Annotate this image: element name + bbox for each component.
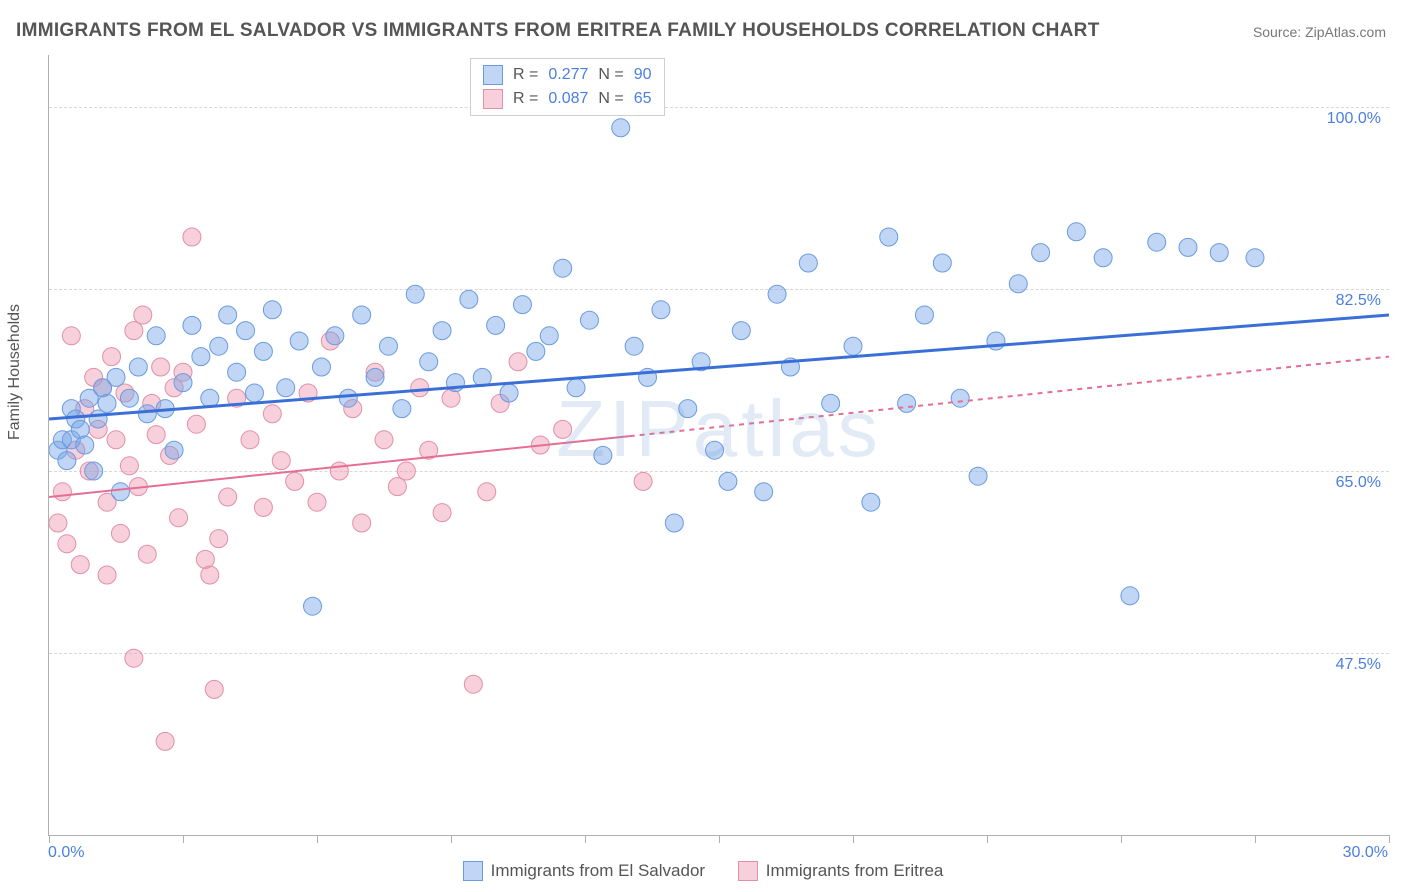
legend-label-1: Immigrants from Eritrea xyxy=(766,861,944,881)
x-tick xyxy=(853,835,854,843)
label-N: N = xyxy=(598,66,623,84)
legend-item-1: Immigrants from Eritrea xyxy=(738,861,944,881)
value-R-1: 0.087 xyxy=(548,90,588,108)
x-tick xyxy=(719,835,720,843)
x-tick xyxy=(49,835,50,843)
x-tick xyxy=(987,835,988,843)
swatch-series-0-bottom xyxy=(463,861,483,881)
legend-label-0: Immigrants from El Salvador xyxy=(491,861,705,881)
y-axis-title: Family Households xyxy=(6,304,24,440)
source-attribution: Source: ZipAtlas.com xyxy=(1253,24,1386,40)
x-tick-max: 30.0% xyxy=(1343,844,1388,862)
legend-stats-row-0: R = 0.277 N = 90 xyxy=(483,63,652,87)
swatch-series-0 xyxy=(483,65,503,85)
x-tick xyxy=(1255,835,1256,843)
value-N-0: 90 xyxy=(634,66,652,84)
label-R: R = xyxy=(513,90,538,108)
value-N-1: 65 xyxy=(634,90,652,108)
legend-stats: R = 0.277 N = 90 R = 0.087 N = 65 xyxy=(470,58,665,116)
label-R: R = xyxy=(513,66,538,84)
swatch-series-1-bottom xyxy=(738,861,758,881)
chart-title: IMMIGRANTS FROM EL SALVADOR VS IMMIGRANT… xyxy=(16,20,1100,42)
x-tick-min: 0.0% xyxy=(48,844,84,862)
chart-plot-area: ZIPatlas 47.5%65.0%82.5%100.0% xyxy=(48,55,1389,836)
legend-stats-row-1: R = 0.087 N = 65 xyxy=(483,87,652,111)
x-tick xyxy=(585,835,586,843)
value-R-0: 0.277 xyxy=(548,66,588,84)
swatch-series-1 xyxy=(483,89,503,109)
legend-item-0: Immigrants from El Salvador xyxy=(463,861,705,881)
x-tick xyxy=(317,835,318,843)
x-tick xyxy=(183,835,184,843)
x-tick xyxy=(451,835,452,843)
label-N: N = xyxy=(598,90,623,108)
x-tick xyxy=(1121,835,1122,843)
legend-series: Immigrants from El Salvador Immigrants f… xyxy=(0,861,1406,886)
x-tick xyxy=(1389,835,1390,843)
scatter-plot-svg xyxy=(49,55,1389,835)
